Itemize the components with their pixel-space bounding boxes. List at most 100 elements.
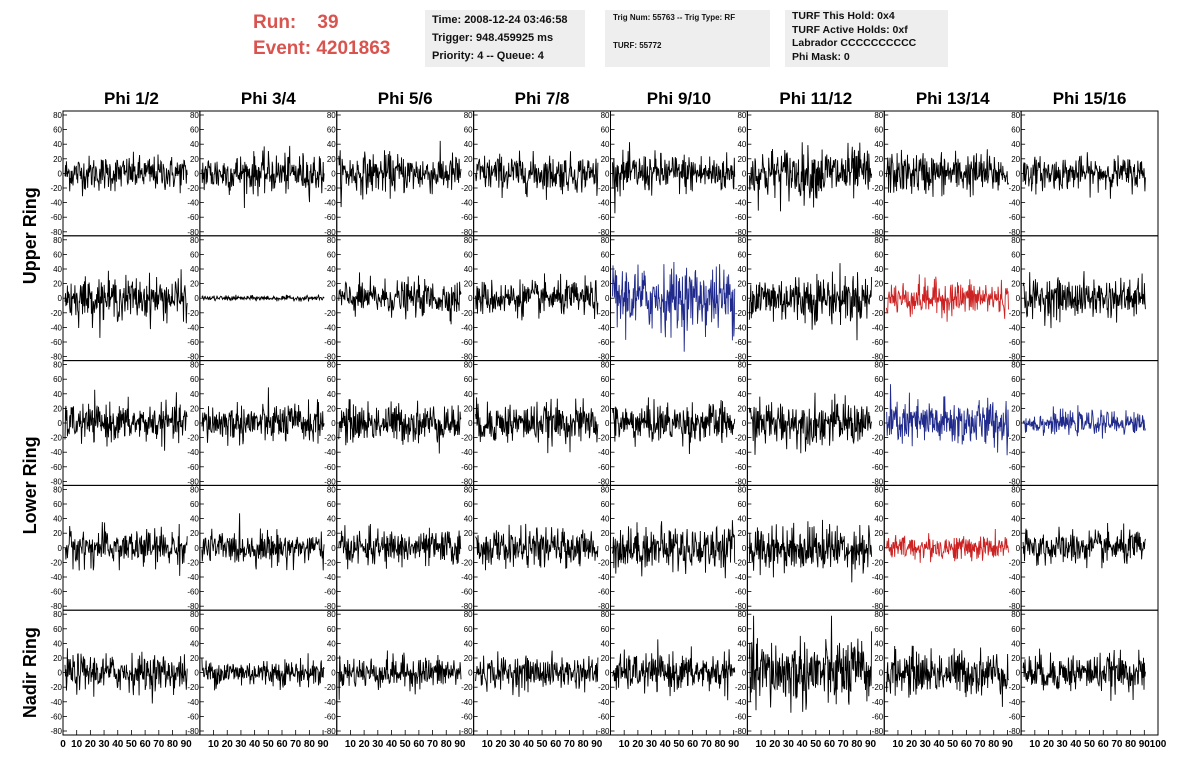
y-tick-label: -80: [50, 353, 62, 362]
y-tick-label: -60: [324, 338, 336, 347]
x-tick-label: 60: [1098, 739, 1110, 750]
y-tick-label: -60: [324, 213, 336, 222]
y-tick-label: -40: [1009, 323, 1021, 332]
y-tick-label: 60: [190, 126, 199, 135]
y-tick-label: -20: [324, 558, 336, 567]
x-tick-label: 80: [1125, 739, 1137, 750]
y-tick-label: 0: [468, 419, 473, 428]
waveform-trace: [885, 274, 1009, 322]
y-tick-label: 40: [190, 140, 199, 149]
y-tick-label: -40: [50, 199, 62, 208]
x-tick-label: 50: [537, 739, 549, 750]
y-tick-label: 0: [742, 669, 747, 678]
y-tick-label: 40: [1011, 515, 1020, 524]
y-tick-label: -60: [1009, 338, 1021, 347]
column-title: Phi 15/16: [1053, 89, 1127, 108]
y-tick-label: 80: [53, 361, 62, 370]
x-tick-label: 20: [495, 739, 507, 750]
waveform-trace: [201, 653, 325, 691]
y-tick-label: 80: [464, 610, 473, 619]
y-tick-label: 40: [874, 140, 883, 149]
x-tick-label: 40: [660, 739, 672, 750]
y-tick-label: 60: [1011, 625, 1020, 634]
x-tick-label: 50: [1084, 739, 1096, 750]
x-tick-label: 20: [85, 739, 97, 750]
y-tick-label: 40: [874, 639, 883, 648]
y-tick-label: -80: [735, 602, 747, 611]
y-tick-label: -40: [1009, 199, 1021, 208]
phi-mask-text: Phi Mask: 0: [792, 50, 850, 63]
y-tick-label: -80: [598, 477, 610, 486]
x-tick-label: 50: [947, 739, 959, 750]
y-tick-label: -60: [598, 213, 610, 222]
column-title: Phi 5/6: [378, 89, 433, 108]
y-tick-label: -60: [598, 463, 610, 472]
x-tick-label: 90: [591, 739, 603, 750]
x-tick-label: 30: [99, 739, 111, 750]
column-title: Phi 13/14: [916, 89, 990, 108]
y-tick-label: 0: [468, 544, 473, 553]
y-tick-label: -60: [324, 463, 336, 472]
y-tick-label: 80: [327, 485, 336, 494]
y-tick-label: -40: [1009, 698, 1021, 707]
y-tick-label: -20: [187, 184, 199, 193]
y-tick-label: 0: [331, 669, 336, 678]
y-tick-label: -60: [735, 712, 747, 721]
y-tick-label: 0: [605, 294, 610, 303]
y-tick-label: -80: [1009, 727, 1021, 736]
y-tick-label: 80: [464, 485, 473, 494]
y-tick-label: 60: [53, 500, 62, 509]
y-tick-label: 80: [874, 111, 883, 120]
y-tick-label: -20: [872, 309, 884, 318]
y-tick-label: -40: [50, 448, 62, 457]
x-tick-label: 10: [482, 739, 494, 750]
x-tick-label: 40: [249, 739, 261, 750]
y-tick-label: 40: [327, 639, 336, 648]
y-tick-label: -40: [598, 323, 610, 332]
waveform-trace: [748, 519, 873, 583]
y-tick-label: 60: [737, 375, 746, 384]
waveform-trace: [475, 150, 599, 200]
x-tick-label: 90: [1139, 739, 1151, 750]
y-tick-label: -40: [324, 448, 336, 457]
y-tick-label: 20: [327, 654, 336, 663]
y-tick-label: -80: [461, 602, 473, 611]
column-title: Phi 1/2: [104, 89, 159, 108]
y-tick-label: -20: [735, 683, 747, 692]
y-tick-label: 80: [874, 610, 883, 619]
y-tick-label: -40: [598, 448, 610, 457]
y-tick-label: -40: [187, 323, 199, 332]
x-tick-label: 10: [345, 739, 357, 750]
y-tick-label: -80: [187, 353, 199, 362]
y-tick-label: -60: [461, 712, 473, 721]
waveform-trace: [612, 261, 736, 352]
x-tick-label: 60: [824, 739, 836, 750]
y-tick-label: -40: [50, 573, 62, 582]
y-tick-label: 20: [190, 155, 199, 164]
y-tick-label: 40: [190, 639, 199, 648]
labrador-text: Labrador CCCCCCCCCC: [792, 37, 917, 49]
y-tick-label: 40: [601, 265, 610, 274]
y-tick-label: 20: [190, 280, 199, 289]
waveform-trace: [748, 263, 873, 341]
y-tick-label: -60: [461, 463, 473, 472]
y-tick-label: 60: [874, 250, 883, 259]
turf-text: TURF: 55772: [613, 41, 662, 50]
y-tick-label: 80: [1011, 111, 1020, 120]
waveform-trace: [748, 142, 873, 212]
y-tick-label: 20: [190, 404, 199, 413]
waveform-trace: [338, 272, 462, 325]
y-tick-label: -20: [735, 184, 747, 193]
x-tick-label: 70: [975, 739, 987, 750]
waveform-trace: [612, 397, 736, 455]
waveform-trace: [338, 140, 462, 208]
y-tick-label: 20: [1011, 155, 1020, 164]
waveform-trace: [885, 528, 1009, 563]
y-tick-label: 40: [737, 515, 746, 524]
y-tick-label: 20: [53, 280, 62, 289]
x-tick-label: 70: [427, 739, 439, 750]
y-tick-label: 0: [742, 169, 747, 178]
y-tick-label: 0: [331, 294, 336, 303]
y-tick-label: 80: [464, 111, 473, 120]
y-tick-label: -40: [735, 573, 747, 582]
